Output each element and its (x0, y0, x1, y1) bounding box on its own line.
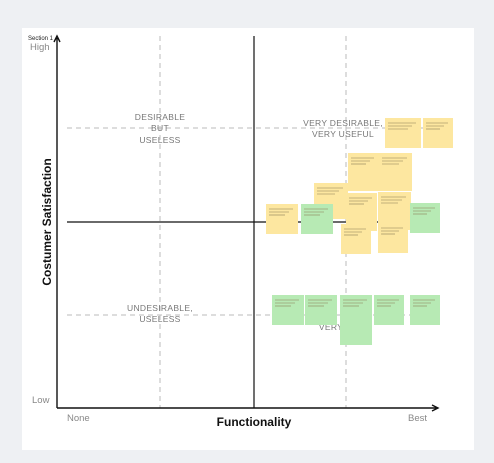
quadrant-label: VERY USEFUL (312, 129, 374, 139)
x-axis (57, 404, 440, 412)
sticky-note[interactable] (341, 224, 371, 254)
sticky-note[interactable] (305, 295, 337, 325)
quadrant-label: VERY (319, 322, 343, 332)
sticky-note[interactable] (423, 118, 453, 148)
sticky-note[interactable] (378, 223, 408, 253)
x-high: Best (408, 413, 427, 424)
y-title: Costumer Satisfaction (40, 158, 54, 285)
sticky-note[interactable] (301, 204, 333, 234)
quadrant-label: VERY DESIRABLE, (303, 118, 383, 128)
x-title: Functionality (217, 415, 292, 429)
y-axis (53, 34, 61, 408)
y-high: High (30, 42, 50, 53)
quadrant-label: USELESS (139, 135, 180, 145)
quadrant-label: BUT (151, 123, 169, 133)
sticky-note[interactable] (340, 295, 372, 345)
y-low: Low (32, 395, 50, 406)
sticky-notes (266, 118, 453, 345)
sticky-note[interactable] (272, 295, 304, 325)
quadrant-label: DESIRABLE (135, 112, 185, 122)
sticky-note[interactable] (410, 295, 440, 325)
sticky-note[interactable] (266, 204, 298, 234)
sticky-note[interactable] (348, 153, 379, 191)
section-label: Section 1 (28, 36, 54, 42)
sticky-note[interactable] (385, 118, 421, 148)
sticky-note[interactable] (410, 203, 440, 233)
x-low: None (67, 413, 90, 424)
quadrant-label: USELESS (139, 314, 180, 324)
sticky-note[interactable] (379, 153, 412, 191)
sticky-note[interactable] (374, 295, 404, 325)
quadrant-label: UNDESIRABLE, (127, 303, 193, 313)
